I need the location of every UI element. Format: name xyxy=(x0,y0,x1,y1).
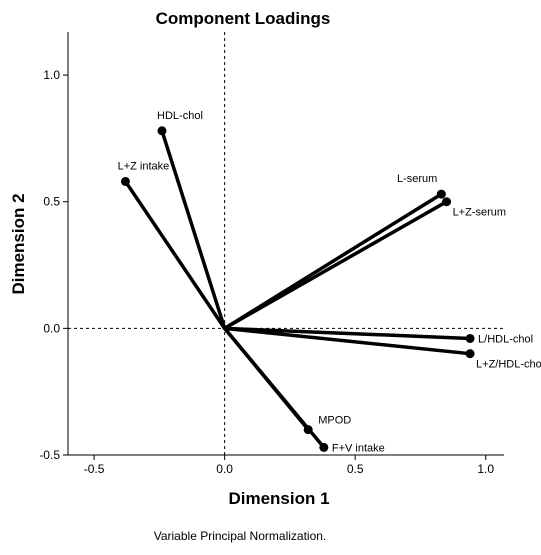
y-tick-label: 0.0 xyxy=(43,321,60,335)
loading-point xyxy=(319,442,329,452)
loading-point xyxy=(120,176,130,186)
point-label: F+V intake xyxy=(332,442,385,454)
point-label: L-serum xyxy=(397,173,437,185)
y-tick-label: 0.5 xyxy=(43,195,60,209)
loading-vector xyxy=(123,179,227,331)
point-label: L+Z/HDL-chol xyxy=(476,359,541,371)
loading-point xyxy=(465,349,475,359)
loading-vector xyxy=(222,326,472,356)
x-tick-label: 0.5 xyxy=(347,462,364,476)
loading-point xyxy=(157,126,167,136)
loading-point xyxy=(303,425,313,435)
loading-point xyxy=(436,189,446,199)
loading-vector xyxy=(222,199,449,331)
y-tick-label: -0.5 xyxy=(39,448,60,462)
y-tick-label: 1.0 xyxy=(43,68,60,82)
x-tick-label: -0.5 xyxy=(84,462,105,476)
y-axis-label: Dimension 2 xyxy=(9,193,28,294)
chart-footnote: Variable Principal Normalization. xyxy=(154,529,327,543)
x-axis-label: Dimension 1 xyxy=(228,489,329,508)
point-label: MPOD xyxy=(318,415,351,427)
loading-vector xyxy=(160,129,227,331)
loading-point xyxy=(442,197,452,207)
chart-title: Component Loadings xyxy=(156,9,331,28)
point-label: L+Z-serum xyxy=(453,207,507,219)
point-label: L+Z intake xyxy=(118,160,170,172)
x-tick-label: 1.0 xyxy=(477,462,494,476)
loading-point xyxy=(465,333,475,343)
x-tick-label: 0.0 xyxy=(216,462,233,476)
point-label: L/HDL-chol xyxy=(478,333,533,345)
loading-vector xyxy=(222,326,472,341)
point-label: HDL-chol xyxy=(157,110,203,122)
